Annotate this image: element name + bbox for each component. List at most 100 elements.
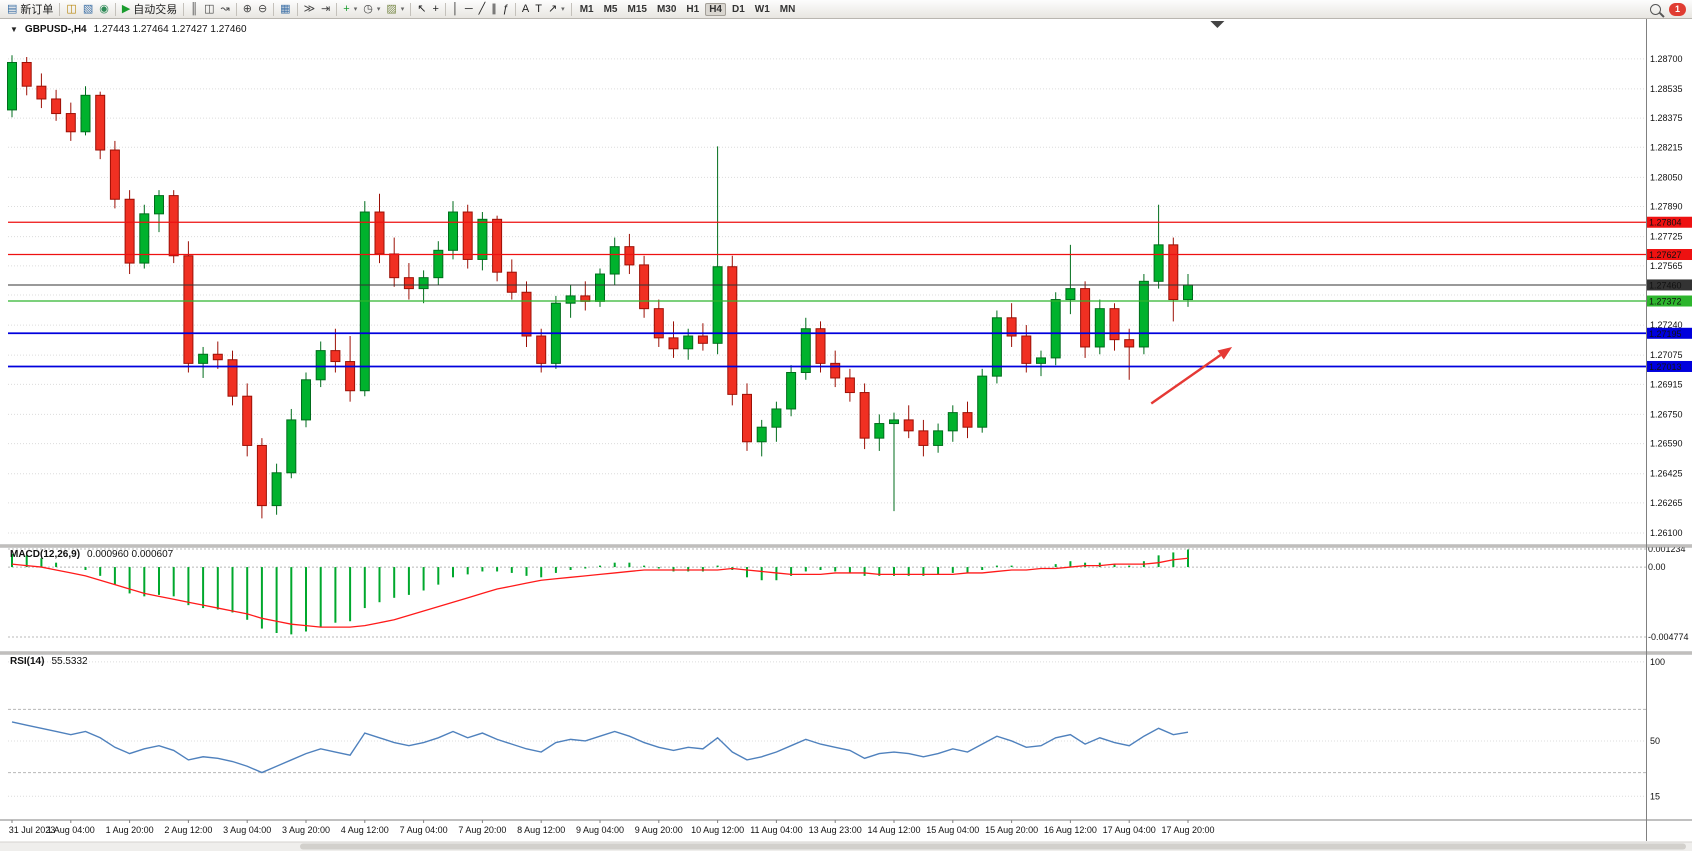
ohlc-values: 1.27443 1.27464 1.27427 1.27460 — [93, 24, 247, 35]
profiles-button[interactable]: ▧ — [80, 1, 96, 17]
svg-text:1.27075: 1.27075 — [1650, 350, 1683, 360]
svg-text:50: 50 — [1650, 736, 1660, 746]
auto-scroll-icon: ≫ — [303, 2, 316, 15]
horizontal-line-1.27627[interactable]: 1.27627 — [8, 249, 1692, 261]
chevron-down-icon: ▾ — [400, 6, 405, 13]
candlestick-chart-button[interactable]: ◫ — [201, 1, 217, 17]
toolbar-separator — [235, 2, 237, 16]
chart-window-button[interactable]: ◫ — [63, 1, 79, 17]
toolbar-separator — [273, 2, 275, 16]
fibonacci-icon: ƒ — [502, 2, 509, 15]
svg-text:15 Aug 04:00: 15 Aug 04:00 — [926, 825, 979, 835]
svg-text:1.27240: 1.27240 — [1650, 320, 1683, 330]
periods-button[interactable]: ◷ ▾ — [360, 1, 383, 17]
horizontal-line-1.27804[interactable]: 1.27804 — [8, 216, 1692, 228]
rsi-line — [11, 721, 1189, 774]
svg-text:1 Aug 04:00: 1 Aug 04:00 — [47, 825, 95, 835]
svg-text:1.28535: 1.28535 — [1650, 84, 1683, 94]
channel-button[interactable]: ∥ — [488, 1, 500, 17]
timeframe-h1[interactable]: H1 — [686, 3, 700, 15]
toolbar-right: 1 — [1650, 2, 1688, 16]
refresh-icon: ◉ — [99, 2, 109, 15]
svg-text:4 Aug 12:00: 4 Aug 12:00 — [341, 825, 389, 835]
chart-shift-marker[interactable] — [1210, 21, 1225, 28]
chart-shift-button[interactable]: ⇥ — [318, 1, 333, 17]
vertical-line-button[interactable]: │ — [449, 1, 462, 17]
h-scrollbar-thumb[interactable] — [300, 843, 1686, 850]
svg-text:1.26425: 1.26425 — [1650, 469, 1683, 479]
zoom-out-button[interactable]: ⊖ — [255, 1, 270, 17]
horizontal-line-1.27372[interactable]: 1.27372 — [8, 295, 1692, 307]
horizontal-line-1.27013[interactable]: 1.27013 — [8, 360, 1692, 372]
label-button[interactable]: T — [532, 1, 545, 17]
rsi-header: RSI(14) 55.5332 — [10, 656, 88, 667]
svg-text:1.27804: 1.27804 — [1649, 218, 1682, 228]
svg-text:7 Aug 04:00: 7 Aug 04:00 — [400, 825, 448, 835]
autotrading-icon: ▶ — [121, 2, 131, 15]
svg-text:1.26100: 1.26100 — [1650, 528, 1683, 538]
toolbar-separator — [296, 2, 298, 16]
cursor-button[interactable]: ↖ — [414, 1, 429, 17]
timeframe-m5[interactable]: M5 — [603, 3, 618, 15]
collapse-icon[interactable]: ▼ — [10, 25, 18, 34]
svg-text:-0.004774: -0.004774 — [1648, 632, 1689, 642]
timeframe-m15[interactable]: M15 — [627, 3, 647, 15]
rsi-value: 55.5332 — [51, 656, 88, 667]
trendline-button[interactable]: ╱ — [476, 1, 489, 17]
svg-text:1.27565: 1.27565 — [1650, 261, 1683, 271]
indicators-icon: + — [343, 2, 350, 15]
chevron-down-icon: ▾ — [353, 6, 358, 13]
vertical-line-icon: │ — [451, 2, 459, 15]
zoom-in-icon: ⊕ — [242, 2, 252, 15]
trendline-icon: ╱ — [478, 2, 486, 15]
horizontal-line-button[interactable]: ─ — [462, 1, 476, 17]
autotrading-button[interactable]: ▶ 自动交易 — [119, 1, 180, 17]
svg-text:2 Aug 12:00: 2 Aug 12:00 — [164, 825, 212, 835]
rsi-name-label: RSI(14) — [10, 656, 45, 667]
svg-text:15 Aug 20:00: 15 Aug 20:00 — [985, 825, 1038, 835]
timeframe-h4[interactable]: H4 — [705, 2, 726, 16]
new-order-button[interactable]: ▤ 新订单 — [4, 1, 56, 17]
timeframe-m30[interactable]: M30 — [656, 3, 677, 15]
svg-text:1.26265: 1.26265 — [1650, 498, 1683, 508]
text-button[interactable]: A — [519, 1, 532, 17]
timeframe-m1[interactable]: M1 — [579, 3, 594, 15]
auto-scroll-button[interactable]: ≫ — [301, 1, 319, 17]
bar-chart-button[interactable]: ║ — [187, 1, 201, 17]
horizontal-line-1.27460[interactable]: 1.27460 — [8, 279, 1692, 291]
timeframe-w1[interactable]: W1 — [754, 3, 770, 15]
new-order-button-label: 新订单 — [20, 4, 54, 16]
zoom-in-button[interactable]: ⊕ — [240, 1, 255, 17]
arrows-button[interactable]: ↗ ▾ — [545, 1, 568, 17]
arrow-annotation[interactable] — [1150, 346, 1233, 405]
new-order-icon: ▤ — [7, 2, 18, 15]
fibonacci-button[interactable]: ƒ — [500, 1, 512, 17]
macd-signal-line — [11, 557, 1189, 628]
toolbar-separator — [59, 2, 61, 16]
tile-windows-button[interactable]: ▦ — [277, 1, 293, 17]
search-icon[interactable] — [1650, 3, 1661, 15]
svg-text:15: 15 — [1650, 791, 1660, 801]
timeframe-d1[interactable]: D1 — [732, 3, 745, 15]
svg-text:1.27725: 1.27725 — [1650, 232, 1683, 242]
templates-button[interactable]: ▨ ▾ — [383, 1, 407, 17]
crosshair-button[interactable]: + — [430, 1, 442, 17]
svg-text:1.28700: 1.28700 — [1650, 54, 1683, 64]
macd-name-label: MACD(12,26,9) — [10, 549, 81, 560]
indicators-button[interactable]: + ▾ — [340, 1, 360, 17]
svg-text:14 Aug 12:00: 14 Aug 12:00 — [867, 825, 920, 835]
refresh-button[interactable]: ◉ — [96, 1, 112, 17]
notification-badge[interactable]: 1 — [1669, 2, 1686, 16]
svg-text:100: 100 — [1650, 657, 1665, 667]
line-chart-icon: ↝ — [220, 2, 230, 15]
toolbar-separator — [114, 2, 116, 16]
rsi-panel: 100 50 15 — [8, 657, 1665, 801]
line-chart-button[interactable]: ↝ — [218, 1, 233, 17]
svg-text:1.27627: 1.27627 — [1649, 250, 1682, 260]
macd-panel: 0.001234 0.00 -0.004774 — [8, 544, 1689, 642]
timeframe-mn[interactable]: MN — [779, 3, 796, 15]
svg-text:1.27460: 1.27460 — [1649, 280, 1682, 290]
horizontal-line-1.27195[interactable]: 1.27195 — [8, 327, 1692, 339]
